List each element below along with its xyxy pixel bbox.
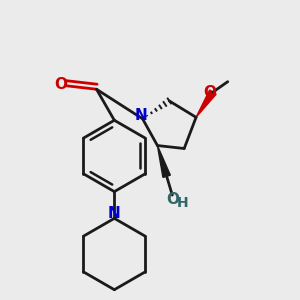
- Text: O: O: [203, 85, 216, 100]
- Text: O: O: [55, 77, 68, 92]
- Text: O: O: [166, 192, 179, 207]
- Text: N: N: [108, 206, 121, 220]
- Text: N: N: [135, 108, 148, 123]
- Text: H: H: [177, 196, 188, 210]
- Polygon shape: [158, 146, 170, 177]
- Polygon shape: [196, 90, 216, 117]
